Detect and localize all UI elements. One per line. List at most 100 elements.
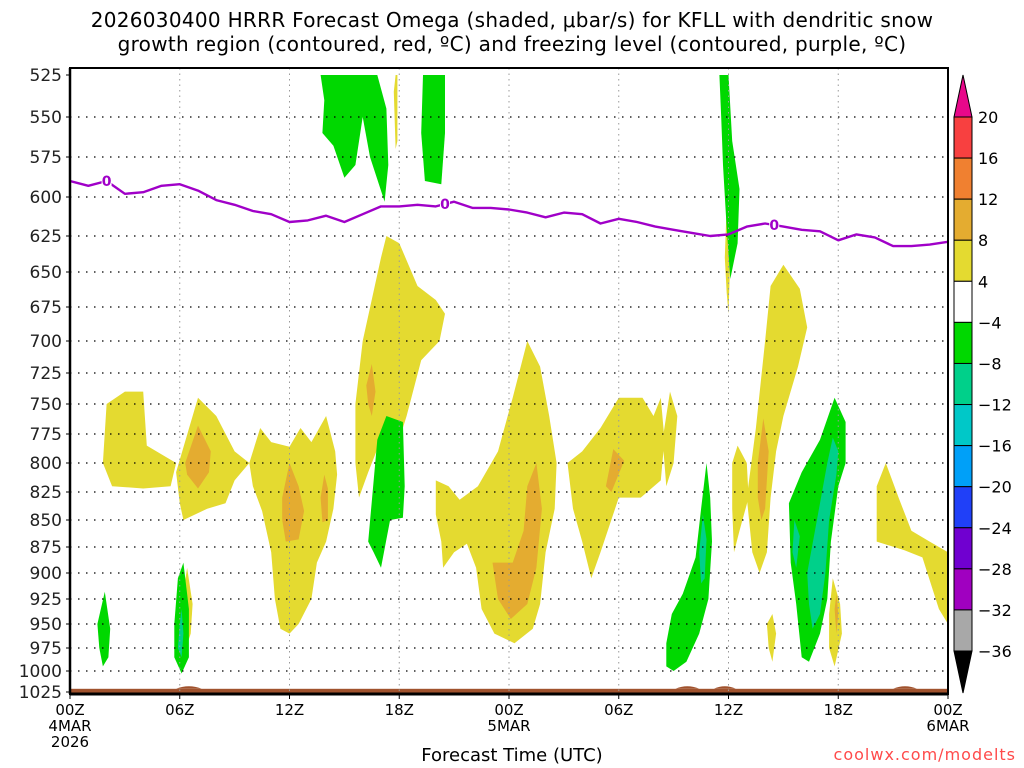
y-tick-label: 1000 (19, 662, 62, 682)
y-tick-label: 725 (30, 364, 62, 384)
colorbar-bin (953, 486, 973, 529)
y-tick-label: 900 (30, 564, 62, 584)
y-tick-label: 550 (30, 108, 62, 128)
terrain-bump (713, 686, 736, 689)
freezing-level: 0 0 0 (70, 173, 948, 248)
x-tick-label: 00Z (55, 701, 84, 719)
freezing-label-bg (769, 217, 780, 233)
freezing-label-bg (101, 173, 112, 188)
y-tick-label: 575 (30, 148, 62, 168)
colorbar-label: 8 (978, 231, 988, 250)
y-tick-label: 675 (30, 298, 62, 318)
terrain-bump (176, 686, 202, 689)
omega-region (97, 591, 111, 667)
terrain-strip (71, 688, 947, 694)
colorbar-label: −28 (978, 560, 1012, 579)
y-tick-label: 950 (30, 615, 62, 635)
colorbar-label: −4 (978, 313, 1002, 332)
omega-region (834, 593, 839, 634)
omega-region (724, 204, 731, 314)
omega-region (757, 418, 769, 520)
colorbar-arrow-top (953, 74, 973, 118)
colorbar-bin (953, 239, 973, 282)
omega-shading (97, 75, 948, 674)
colorbar-bin (953, 321, 973, 364)
x-tick-label: 06Z (604, 701, 633, 719)
y-tick-label: 1025 (19, 683, 62, 703)
omega-region (792, 520, 800, 568)
colorbar-label: −32 (978, 601, 1012, 620)
colorbar-label: −24 (978, 519, 1012, 538)
colorbar-label: 16 (978, 149, 998, 168)
omega-region (492, 463, 542, 619)
omega-region (320, 474, 328, 523)
omega-region (829, 578, 842, 667)
omega-region (282, 463, 305, 542)
colorbar-bin (953, 157, 973, 200)
x-axis-label: Forecast Time (UTC) (421, 745, 603, 766)
title-line-2: growth region (contoured, red, ºC) and f… (117, 32, 907, 56)
omega-region (176, 397, 250, 520)
omega-region (185, 425, 211, 489)
x-tick-sublabel: 2026 (51, 733, 89, 751)
colorbar: 20 16 12 8 4 −4 −8 −12 −16 −20 −24 −28 −32 −36 (953, 74, 1012, 694)
chart-title: 2026030400 HRRR Forecast Omega (shaded, … (0, 8, 1024, 56)
colorbar-label: 12 (978, 190, 998, 209)
watermark: coolwx.com/modelts (833, 745, 1016, 764)
omega-region (807, 437, 839, 629)
x-tick-label: 06Z (165, 701, 194, 719)
colorbar-label: −20 (978, 478, 1012, 497)
omega-region (662, 391, 678, 487)
colorbar-label: −12 (978, 396, 1012, 415)
y-tick-label: 875 (30, 538, 62, 558)
omega-region (699, 514, 707, 584)
x-tick-label: 00Z (933, 701, 962, 719)
terrain-bump (893, 686, 917, 689)
y-tick-label: 750 (30, 395, 62, 415)
omega-region (421, 75, 445, 185)
colorbar-bin (953, 445, 973, 488)
omega-region (605, 449, 625, 492)
freezing-level-label: 0 (440, 197, 450, 213)
omega-region (393, 75, 398, 149)
colorbar-bin (953, 404, 973, 447)
terrain-bump (675, 686, 700, 689)
omega-region (368, 416, 405, 568)
y-tick-label: 525 (30, 66, 62, 86)
y-tick-label: 600 (30, 188, 62, 208)
y-tick-label: 850 (30, 511, 62, 531)
y-tick-label: 650 (30, 263, 62, 283)
omega-region (766, 614, 777, 662)
colorbar-label: −8 (978, 354, 1002, 373)
freezing-level-label: 0 (769, 218, 779, 234)
colorbar-bin (953, 280, 973, 323)
colorbar-bin (953, 527, 973, 570)
x-tick-label: 18Z (385, 701, 414, 719)
freezing-level-label: 0 (102, 174, 112, 190)
colorbar-bin (953, 116, 973, 159)
freezing-label-bg (439, 196, 450, 212)
y-tick-label: 925 (30, 590, 62, 610)
colorbar-bin (953, 198, 973, 241)
omega-region (366, 364, 376, 416)
omega-region (666, 463, 712, 671)
y-tick-label: 775 (30, 425, 62, 445)
y-tick-label: 700 (30, 332, 62, 352)
omega-region (719, 75, 740, 279)
colorbar-label: −16 (978, 437, 1012, 456)
y-axis: 525 550 575 600 625 650 675 700 725 750 775 800 825 8… (19, 66, 70, 703)
colorbar-bin (953, 609, 973, 652)
surface-terrain (71, 686, 947, 694)
omega-region (567, 397, 665, 579)
omega-region (177, 609, 184, 658)
omega-region (876, 463, 948, 624)
colorbar-label: 20 (978, 108, 998, 127)
x-tick-label: 00Z (494, 701, 523, 719)
x-tick-sublabel: 4MAR (48, 717, 91, 735)
y-tick-label: 825 (30, 483, 62, 503)
omega-region (732, 445, 749, 553)
omega-region (102, 391, 177, 489)
colorbar-label: 4 (978, 272, 988, 291)
